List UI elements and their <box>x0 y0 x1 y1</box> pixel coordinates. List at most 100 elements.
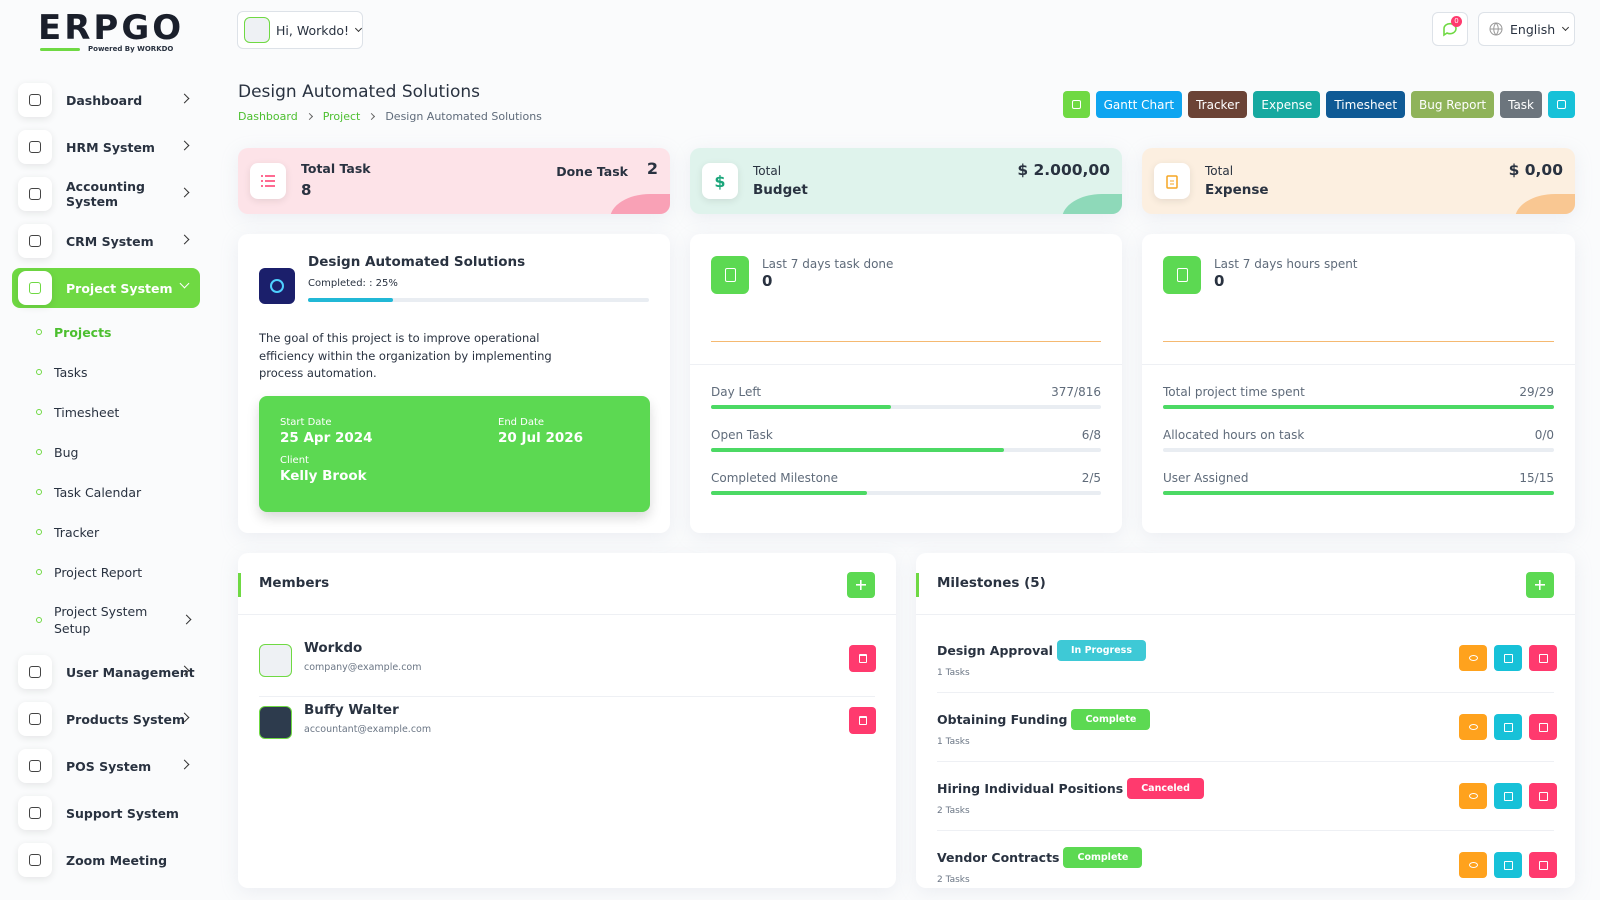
dollar-icon: $ <box>702 163 738 199</box>
notification-button[interactable]: 0 <box>1432 12 1468 46</box>
nav-item[interactable]: CRM System <box>12 221 200 261</box>
add-button[interactable] <box>1526 572 1554 598</box>
nav-item[interactable]: Products System <box>12 699 200 739</box>
nav-item[interactable]: User Management <box>12 652 200 692</box>
glyph <box>1503 860 1513 870</box>
nav-subitem[interactable]: Project Report <box>36 552 196 592</box>
view-button[interactable] <box>1459 783 1487 809</box>
status-badge: Canceled <box>1127 778 1204 799</box>
milestone-actions <box>1452 714 1557 740</box>
nav-label: Support System <box>66 805 179 821</box>
language-select[interactable]: English <box>1478 12 1575 46</box>
nav-item[interactable]: Project System <box>12 268 200 308</box>
nav-label: Dashboard <box>66 92 143 108</box>
glyph <box>1468 655 1478 661</box>
share-button[interactable] <box>1062 91 1090 118</box>
nav-subitem[interactable]: Timesheet <box>36 392 196 432</box>
bullet <box>36 617 42 623</box>
stat-value: $ 2.000,00 <box>1017 161 1110 179</box>
edit-button[interactable] <box>1494 645 1522 671</box>
completed-label: Completed: : 25% <box>308 278 398 289</box>
nav-item[interactable]: Dashboard <box>12 80 200 120</box>
action-button[interactable]: Expense <box>1253 91 1321 118</box>
corner-wave <box>1062 194 1122 214</box>
nav-item[interactable]: Support System <box>12 793 200 833</box>
nav-subitem[interactable]: Tasks <box>36 352 196 392</box>
progress-fill <box>711 405 892 409</box>
nav-subitem[interactable]: Project System Setup <box>36 592 196 648</box>
milestone-title-row: Design Approval In Progress <box>937 640 1146 661</box>
expense-stat-card: Total Expense $ 0,00 <box>1142 148 1575 214</box>
bullet <box>36 449 42 455</box>
accent <box>238 573 241 597</box>
edit-button[interactable] <box>1494 783 1522 809</box>
milestone-name: Hiring Individual Positions <box>937 781 1124 796</box>
glyph <box>1503 722 1513 732</box>
milestone-actions <box>1452 783 1557 809</box>
add-button[interactable] <box>847 572 875 598</box>
language: English <box>1510 21 1556 37</box>
action-button[interactable]: Bug Report <box>1411 91 1495 118</box>
action-button[interactable]: Tracker <box>1188 91 1248 118</box>
breadcrumb-item[interactable]: Project <box>322 110 361 123</box>
divider <box>937 830 1554 831</box>
brand: ERPGO <box>38 8 185 48</box>
member-name: Buffy Walter <box>304 702 399 718</box>
nav-subitem[interactable]: Tracker <box>36 512 196 552</box>
glyph <box>1176 268 1188 282</box>
chat-icon <box>1443 22 1457 37</box>
edit-button[interactable] <box>1548 91 1575 118</box>
done-value: 2 <box>646 159 658 178</box>
action-button[interactable]: Gantt Chart <box>1095 91 1183 118</box>
view-button[interactable] <box>1459 645 1487 671</box>
edit-button[interactable] <box>1494 852 1522 878</box>
glyph <box>1468 724 1478 730</box>
row-value: 377/816 <box>1051 385 1101 399</box>
glyph <box>29 854 41 866</box>
nav-item[interactable]: HRM System <box>12 127 200 167</box>
progress-track <box>711 491 1101 495</box>
card-icon <box>711 256 749 294</box>
nav-label: HRM System <box>66 139 155 155</box>
plus-glyph <box>856 580 866 590</box>
budget-stat-card: $ Total Budget $ 2.000,00 <box>690 148 1122 214</box>
globe-icon <box>1489 22 1503 36</box>
glyph <box>29 188 41 200</box>
stat-label: Total <box>753 164 782 178</box>
action-button[interactable]: Timesheet <box>1326 91 1406 118</box>
delete-button[interactable] <box>1529 714 1557 740</box>
progress-fill <box>1163 491 1554 495</box>
glyph <box>1538 722 1548 732</box>
nav-label: Accounting System <box>66 179 145 209</box>
glyph <box>858 654 867 663</box>
action-button[interactable]: Task <box>1500 91 1542 118</box>
view-button[interactable] <box>1459 852 1487 878</box>
milestones-card: Milestones (5) Design Approval In Progress… <box>916 553 1575 888</box>
milestone-title-row: Obtaining Funding Complete <box>937 709 1151 730</box>
edit-button[interactable] <box>1494 714 1522 740</box>
breadcrumb-item[interactable]: Dashboard <box>238 110 298 123</box>
delete-button[interactable] <box>849 645 876 672</box>
nav-subitem[interactable]: Projects <box>36 312 196 352</box>
milestone-tasks: 2 Tasks <box>937 875 970 885</box>
glyph <box>724 268 736 282</box>
delete-button[interactable] <box>849 707 876 734</box>
chevron <box>179 234 190 245</box>
delete-button[interactable] <box>1529 645 1557 671</box>
nav-sublabel: Task Calendar <box>54 484 142 500</box>
user-menu[interactable]: Hi, Workdo! <box>237 11 363 49</box>
start-date: 25 Apr 2024 <box>280 430 373 446</box>
view-button[interactable] <box>1459 714 1487 740</box>
delete-button[interactable] <box>1529 852 1557 878</box>
card-label: Last 7 days hours spent <box>1214 257 1358 271</box>
nav-item[interactable]: POS System <box>12 746 200 786</box>
delete-button[interactable] <box>1529 783 1557 809</box>
project-name: Design Automated Solutions <box>308 254 526 270</box>
nav-item[interactable]: Zoom Meeting <box>12 840 200 880</box>
nav-item[interactable]: Accounting System <box>12 174 200 214</box>
nav-subitem[interactable]: Task Calendar <box>36 472 196 512</box>
end-label: End Date <box>498 417 545 428</box>
status-badge: Complete <box>1071 709 1151 730</box>
nav-subitem[interactable]: Bug <box>36 432 196 472</box>
progress-track <box>1163 491 1554 495</box>
